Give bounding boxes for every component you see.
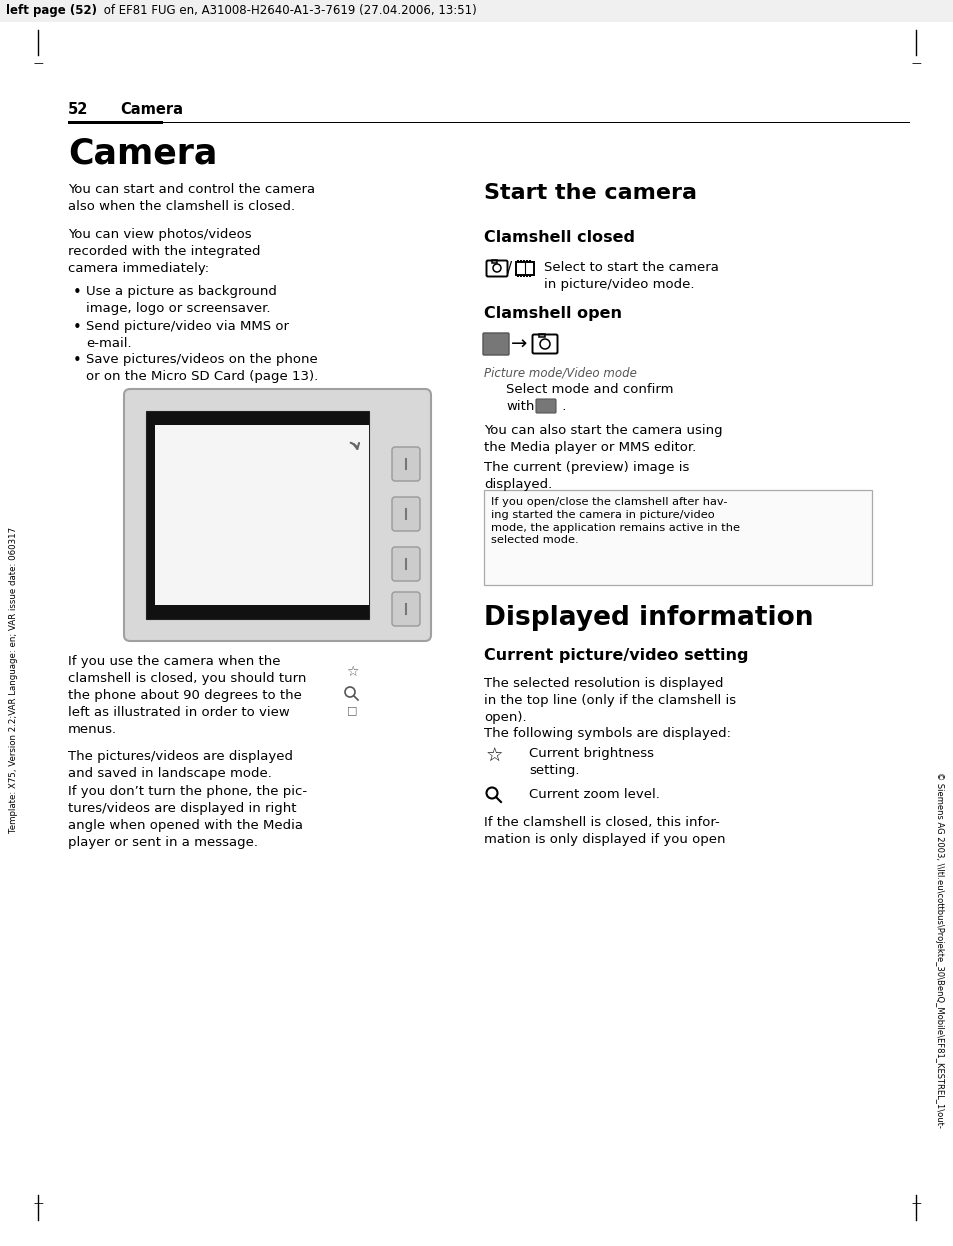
FancyBboxPatch shape — [392, 592, 419, 625]
Text: Current picture/video setting: Current picture/video setting — [483, 648, 748, 663]
Bar — [529, 275, 531, 277]
Text: You can also start the camera using
the Media player or MMS editor.: You can also start the camera using the … — [483, 424, 721, 454]
Bar — [517, 260, 518, 262]
Text: Clamshell open: Clamshell open — [483, 307, 621, 321]
Text: Template: X75, Version 2.2;VAR Language: en; VAR issue date: 060317: Template: X75, Version 2.2;VAR Language:… — [10, 527, 18, 834]
Text: If you don’t turn the phone, the pic-
tures/videos are displayed in right
angle : If you don’t turn the phone, the pic- tu… — [68, 785, 307, 849]
Text: Camera: Camera — [120, 102, 183, 117]
Text: →: → — [510, 334, 527, 354]
Text: Select mode and confirm: Select mode and confirm — [505, 383, 673, 396]
Text: —: — — [33, 1197, 43, 1209]
FancyBboxPatch shape — [392, 447, 419, 481]
Text: Current zoom level.: Current zoom level. — [529, 787, 659, 801]
Bar — [483, 490, 871, 586]
Text: Start the camera: Start the camera — [483, 183, 697, 203]
Text: 52: 52 — [68, 102, 89, 117]
Text: /: / — [507, 262, 512, 277]
Bar — [529, 260, 531, 262]
Text: of EF81 FUG en, A31008-H2640-A1-3-7619 (27.04.2006, 13:51): of EF81 FUG en, A31008-H2640-A1-3-7619 (… — [100, 4, 476, 17]
Text: The pictures/videos are displayed
and saved in landscape mode.: The pictures/videos are displayed and sa… — [68, 750, 293, 780]
Text: Clamshell closed: Clamshell closed — [483, 231, 635, 245]
Text: You can view photos/videos
recorded with the integrated
camera immediately:: You can view photos/videos recorded with… — [68, 228, 260, 275]
Text: The selected resolution is displayed
in the top line (only if the clamshell is
o: The selected resolution is displayed in … — [483, 677, 736, 724]
Bar — [146, 411, 369, 619]
Text: □: □ — [346, 705, 356, 715]
Text: The following symbols are displayed:: The following symbols are displayed: — [483, 726, 730, 740]
FancyBboxPatch shape — [482, 333, 509, 355]
Bar — [525, 275, 527, 277]
Bar — [519, 260, 521, 262]
Text: ☆: ☆ — [485, 748, 503, 766]
Text: Send picture/video via MMS or
e-mail.: Send picture/video via MMS or e-mail. — [86, 320, 289, 350]
Text: —: — — [910, 1197, 920, 1209]
Text: The current (preview) image is
displayed.: The current (preview) image is displayed… — [483, 461, 689, 491]
FancyBboxPatch shape — [124, 389, 431, 640]
Text: If you open/close the clamshell after hav-
ing started the camera in picture/vid: If you open/close the clamshell after ha… — [491, 497, 740, 546]
Text: •: • — [73, 353, 82, 368]
Text: If you use the camera when the
clamshell is closed, you should turn
the phone ab: If you use the camera when the clamshell… — [68, 655, 306, 736]
FancyBboxPatch shape — [536, 399, 556, 412]
Bar — [68, 121, 163, 125]
FancyBboxPatch shape — [392, 547, 419, 581]
FancyBboxPatch shape — [392, 497, 419, 531]
Text: Save pictures/videos on the phone
or on the Micro SD Card (page 13).: Save pictures/videos on the phone or on … — [86, 353, 318, 383]
Text: •: • — [73, 285, 82, 300]
Bar — [519, 275, 521, 277]
Bar — [0, 0, 953, 22]
Text: Displayed information: Displayed information — [483, 606, 813, 630]
Bar — [517, 275, 518, 277]
Text: Current brightness
setting.: Current brightness setting. — [529, 748, 654, 778]
Bar — [522, 260, 524, 262]
Text: Use a picture as background
image, logo or screensaver.: Use a picture as background image, logo … — [86, 285, 276, 315]
Text: with: with — [505, 400, 534, 412]
Bar — [538, 334, 544, 336]
Bar — [492, 260, 497, 263]
Text: © Siemens AG 2003, \\ltl.eu\cottbus\Projekte_30\BenQ_Mobile\EF81_KESTREL_1\out-: © Siemens AG 2003, \\ltl.eu\cottbus\Proj… — [935, 773, 943, 1128]
Text: Picture mode/Video mode: Picture mode/Video mode — [483, 366, 637, 379]
Text: •: • — [73, 320, 82, 335]
Text: —: — — [910, 59, 920, 69]
Text: ☆: ☆ — [345, 665, 358, 679]
Text: Camera: Camera — [68, 136, 217, 169]
Text: .: . — [558, 400, 566, 412]
Text: If the clamshell is closed, this infor-
mation is only displayed if you open: If the clamshell is closed, this infor- … — [483, 816, 724, 846]
Text: —: — — [33, 59, 43, 69]
Bar — [522, 275, 524, 277]
Bar — [154, 425, 369, 606]
Text: left page (52): left page (52) — [6, 4, 97, 17]
Bar — [516, 262, 534, 275]
Text: You can start and control the camera
also when the clamshell is closed.: You can start and control the camera als… — [68, 183, 314, 213]
Bar — [525, 260, 527, 262]
Text: Select to start the camera
in picture/video mode.: Select to start the camera in picture/vi… — [543, 260, 719, 292]
